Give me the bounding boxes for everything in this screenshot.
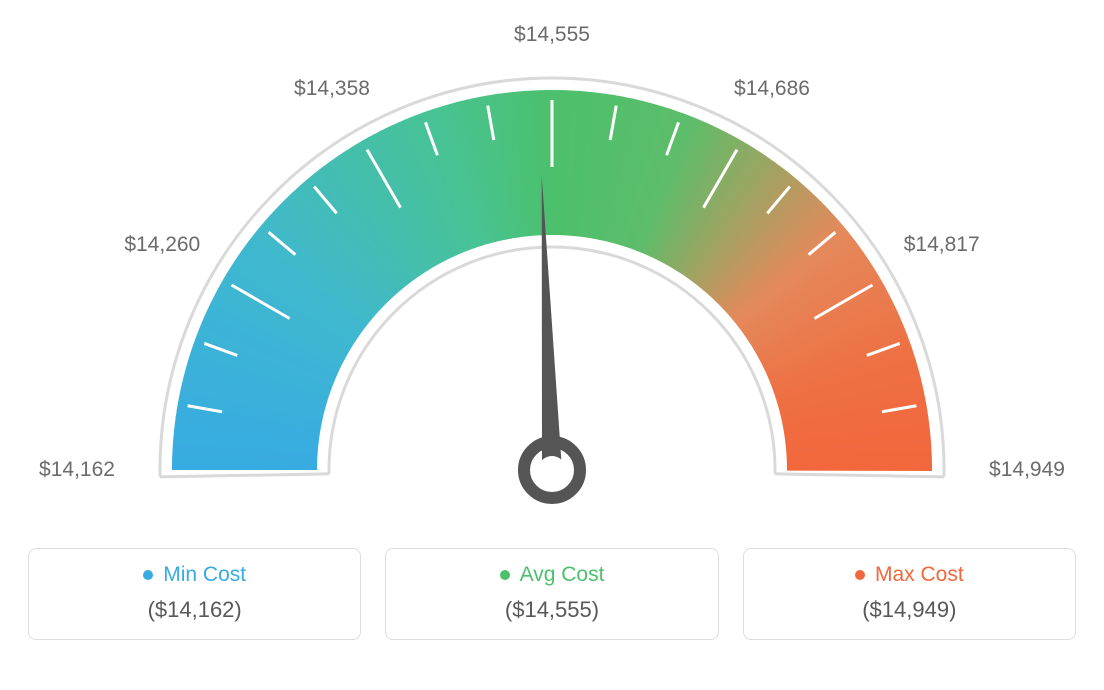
legend-title-avg: Avg Cost [500,563,605,587]
legend-card-avg: Avg Cost ($14,555) [385,548,718,640]
legend-title-avg-text: Avg Cost [520,563,605,587]
legend-value-avg: ($14,555) [396,597,707,623]
gauge-tick-label: $14,949 [989,458,1065,482]
gauge-tick-label: $14,260 [124,233,200,257]
gauge-tick-label: $14,686 [734,77,810,101]
legend-value-min: ($14,162) [39,597,350,623]
legend-card-max: Max Cost ($14,949) [743,548,1076,640]
legend-title-min: Min Cost [143,563,246,587]
legend-value-max: ($14,949) [754,597,1065,623]
gauge-tick-label: $14,555 [514,23,590,47]
legend-dot-min [143,570,153,580]
legend-title-min-text: Min Cost [163,563,246,587]
gauge-svg [0,0,1104,540]
gauge-tick-label: $14,817 [904,233,980,257]
legend-dot-avg [500,570,510,580]
legend-title-max-text: Max Cost [875,563,964,587]
legend-row: Min Cost ($14,162) Avg Cost ($14,555) Ma… [0,548,1104,640]
legend-card-min: Min Cost ($14,162) [28,548,361,640]
legend-title-max: Max Cost [855,563,964,587]
legend-dot-max [855,570,865,580]
gauge-tick-label: $14,358 [294,77,370,101]
gauge-chart: $14,162 $14,260 $14,358 $14,555 $14,686 $14,8… [0,0,1104,540]
gauge-tick-label: $14,162 [39,458,115,482]
